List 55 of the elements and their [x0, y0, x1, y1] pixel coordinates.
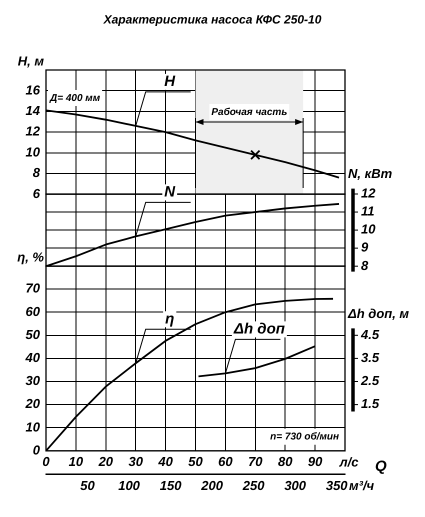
series-label: η	[165, 310, 174, 328]
series-label: N	[164, 184, 176, 201]
text: Q	[375, 458, 387, 476]
x-tick-label: 0	[42, 454, 50, 470]
x2-tick-label: 350	[326, 478, 348, 494]
y-tick-label: 40	[24, 350, 41, 366]
x-tick-label: 80	[278, 454, 294, 470]
y-tick-label: 60	[26, 304, 41, 320]
x-axis-title: л/с	[338, 454, 360, 470]
chart-title: Характеристика насоса КФС 250-10	[102, 12, 322, 26]
y2-tick-label: 4.5	[360, 327, 380, 342]
y2-tick-label: 9	[361, 240, 369, 255]
series-label: Δh доп	[232, 320, 285, 338]
y-tick-label: 0	[32, 442, 41, 458]
x-tick-label: 90	[308, 454, 324, 470]
y-tick-label: 30	[26, 373, 41, 388]
y-axis-title: η, %	[17, 250, 44, 265]
y2-axis-title: N, кВт	[348, 166, 393, 182]
x2-tick-label: 50	[80, 478, 96, 494]
annotation: n= 730 об/мин	[270, 432, 339, 443]
y-tick-label: 50	[26, 327, 41, 342]
y2-tick-label: 10	[361, 222, 376, 237]
y-tick-label: 12	[26, 124, 41, 139]
y-tick-label: 10	[26, 420, 41, 435]
y-tick-label: 14	[26, 102, 41, 118]
y2-tick-label: 3.5	[361, 350, 380, 366]
x2-tick-label: 300	[284, 478, 307, 494]
x-tick-label: 20	[98, 454, 114, 470]
y-tick-label: 6	[32, 186, 41, 201]
y2-tick-label: 2.5	[360, 373, 380, 388]
x2-tick-label: 250	[242, 478, 266, 494]
y2-tick-label: 8	[361, 258, 369, 273]
y-tick-label: 70	[26, 281, 41, 296]
y-tick-label: 20	[24, 396, 41, 412]
x2-tick-label: 150	[160, 478, 182, 494]
x-tick-label: 40	[157, 454, 174, 470]
y-tick-label: 16	[26, 82, 41, 98]
band-label: Рабочая часть	[211, 106, 288, 118]
y2-tick-label: 11	[361, 204, 374, 219]
x-tick-label: 30	[128, 454, 144, 470]
x-tick-label: 50	[188, 454, 204, 470]
annotation: Д= 400 мм	[49, 92, 101, 104]
y2-tick-label: 1.5	[361, 396, 380, 412]
x-tick-label: 10	[68, 454, 84, 470]
x2-axis-title: м³/ч	[349, 478, 375, 494]
x-tick-label: 70	[248, 454, 264, 470]
y2-axis-title: Δh доп, м	[347, 306, 410, 322]
y2-tick-label: 12	[361, 186, 376, 201]
x-tick-label: 60	[218, 454, 234, 470]
y-axis-title: H, м	[18, 54, 44, 69]
x2-tick-label: 200	[200, 478, 224, 494]
y-tick-label: 10	[26, 144, 41, 160]
y-tick-label: 8	[32, 165, 41, 180]
x2-tick-label: 100	[118, 478, 141, 494]
text: H	[164, 73, 176, 90]
